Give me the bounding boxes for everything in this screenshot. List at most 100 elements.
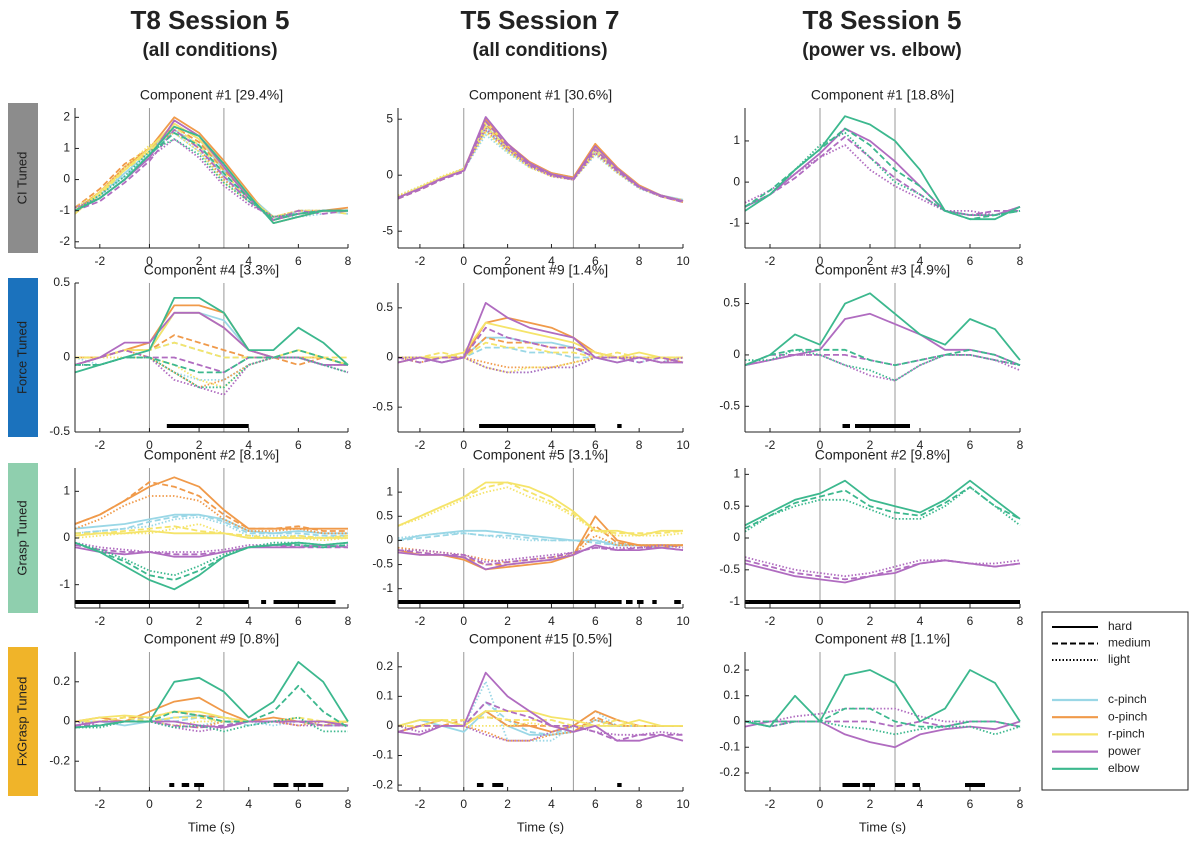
y-tick-label: 0.5 xyxy=(53,275,70,289)
row-label: FxGrasp Tuned xyxy=(14,677,29,767)
y-tick-label: 0 xyxy=(733,347,740,361)
series-line xyxy=(398,336,683,359)
x-tick-label: 4 xyxy=(245,254,252,268)
significance-bar xyxy=(617,424,622,428)
x-tick-label: 0 xyxy=(817,438,824,452)
y-tick-label: -0.5 xyxy=(719,398,740,412)
y-tick-label: -1 xyxy=(729,215,740,229)
significance-bar xyxy=(308,783,324,787)
x-tick-label: 6 xyxy=(295,254,302,268)
panel: Component #2 [8.1%] -1 0 1 -2 0 2 4 6 8 xyxy=(59,447,351,628)
significance-bar xyxy=(492,783,504,787)
x-tick-label: 4 xyxy=(245,797,252,811)
x-tick-label: 4 xyxy=(548,254,555,268)
y-tick-label: 0.2 xyxy=(376,659,393,673)
significance-bar xyxy=(862,783,875,787)
panel-title: Component #2 [8.1%] xyxy=(144,447,279,463)
panel: Component #1 [18.8%] -1 0 1 -2 0 2 4 6 8 xyxy=(729,87,1023,268)
series-line xyxy=(744,720,1021,736)
x-tick-label: 8 xyxy=(636,438,643,452)
panel: Component #15 [0.5%] -0.2 -0.1 0 0.1 0.2 -2 0 2 4… xyxy=(372,631,690,835)
series-line xyxy=(75,304,349,366)
series-line xyxy=(74,541,349,591)
x-tick-label: -2 xyxy=(765,438,776,452)
y-tick-label: 0.1 xyxy=(376,689,393,703)
x-tick-label: 8 xyxy=(345,438,352,452)
x-tick-label: 6 xyxy=(967,438,974,452)
x-tick-label: 2 xyxy=(504,254,511,268)
panel-title: Component #4 [3.3%] xyxy=(144,262,279,278)
x-tick-label: 0 xyxy=(460,254,467,268)
significance-bar xyxy=(965,783,985,787)
row-label-box xyxy=(8,463,38,613)
y-tick-label: -0.5 xyxy=(49,424,70,438)
y-tick-label: -0.2 xyxy=(49,753,70,767)
panel-title: Component #3 [4.9%] xyxy=(815,262,950,278)
column-subtitle: (all conditions) xyxy=(472,40,607,61)
series-line xyxy=(398,680,683,742)
x-tick-label: 10 xyxy=(676,254,690,268)
series-line xyxy=(74,544,348,556)
series-line xyxy=(74,128,348,218)
row-label: Grasp Tuned xyxy=(14,500,29,575)
panel-title: Component #15 [0.5%] xyxy=(469,631,612,647)
row-label: Force Tuned xyxy=(14,321,29,394)
series-line xyxy=(74,132,348,221)
significance-bar xyxy=(855,424,910,428)
x-tick-label: 2 xyxy=(196,614,203,628)
x-tick-label: 6 xyxy=(592,254,599,268)
y-tick-label: 0 xyxy=(733,530,740,544)
x-axis-label: Time (s) xyxy=(188,819,235,834)
x-tick-label: 2 xyxy=(196,254,203,268)
y-tick-label: 1 xyxy=(733,467,740,481)
significance-bar xyxy=(617,783,622,787)
y-tick-label: 0 xyxy=(63,350,70,364)
x-tick-label: 2 xyxy=(504,614,511,628)
y-tick-label: -1 xyxy=(59,203,70,217)
x-tick-label: 8 xyxy=(636,797,643,811)
series-line xyxy=(397,356,684,369)
panel: Component #9 [1.4%] -0.5 0 0.5 -2 0 2 4 6 8 10 xyxy=(372,262,690,452)
y-tick-label: 0 xyxy=(733,174,740,188)
y-tick-label: -0.5 xyxy=(719,562,740,576)
panel-title: Component #2 [9.8%] xyxy=(815,447,950,463)
series-line xyxy=(74,541,349,553)
significance-bar xyxy=(842,424,850,428)
x-tick-label: -2 xyxy=(94,438,105,452)
significance-bar xyxy=(745,600,1020,604)
series-line xyxy=(397,710,683,727)
x-tick-label: 2 xyxy=(867,254,874,268)
y-tick-label: 1 xyxy=(733,133,740,147)
x-tick-label: -2 xyxy=(765,614,776,628)
y-tick-label: -1 xyxy=(59,577,70,591)
series-line xyxy=(75,356,349,389)
y-tick-label: 0.2 xyxy=(53,674,70,688)
significance-bar xyxy=(166,424,249,428)
series-line xyxy=(75,349,348,389)
y-tick-label: -0.2 xyxy=(372,777,393,791)
series-line xyxy=(74,481,348,532)
series-line xyxy=(74,119,348,221)
x-tick-label: 6 xyxy=(295,614,302,628)
x-tick-label: 8 xyxy=(345,614,352,628)
y-tick-label: -5 xyxy=(382,223,393,237)
series-line xyxy=(398,544,684,563)
y-tick-label: -0.1 xyxy=(719,739,740,753)
significance-bar xyxy=(293,783,306,787)
panel-title: Component #1 [30.6%] xyxy=(469,87,612,103)
legend-label: medium xyxy=(1108,636,1151,650)
panel: Component #4 [3.3%] -0.5 0 0.5 -2 0 2 4 6 8 xyxy=(49,262,351,452)
series-line xyxy=(74,513,348,535)
y-tick-label: -2 xyxy=(59,234,70,248)
series-line xyxy=(397,127,684,202)
x-tick-label: 2 xyxy=(196,797,203,811)
significance-bar xyxy=(181,783,190,787)
significance-bar xyxy=(912,783,920,787)
series-line xyxy=(74,541,349,577)
y-tick-label: 0.5 xyxy=(723,296,740,310)
significance-bar xyxy=(479,424,596,428)
series-line xyxy=(744,127,1021,221)
x-tick-label: 2 xyxy=(867,797,874,811)
x-tick-label: 6 xyxy=(967,614,974,628)
